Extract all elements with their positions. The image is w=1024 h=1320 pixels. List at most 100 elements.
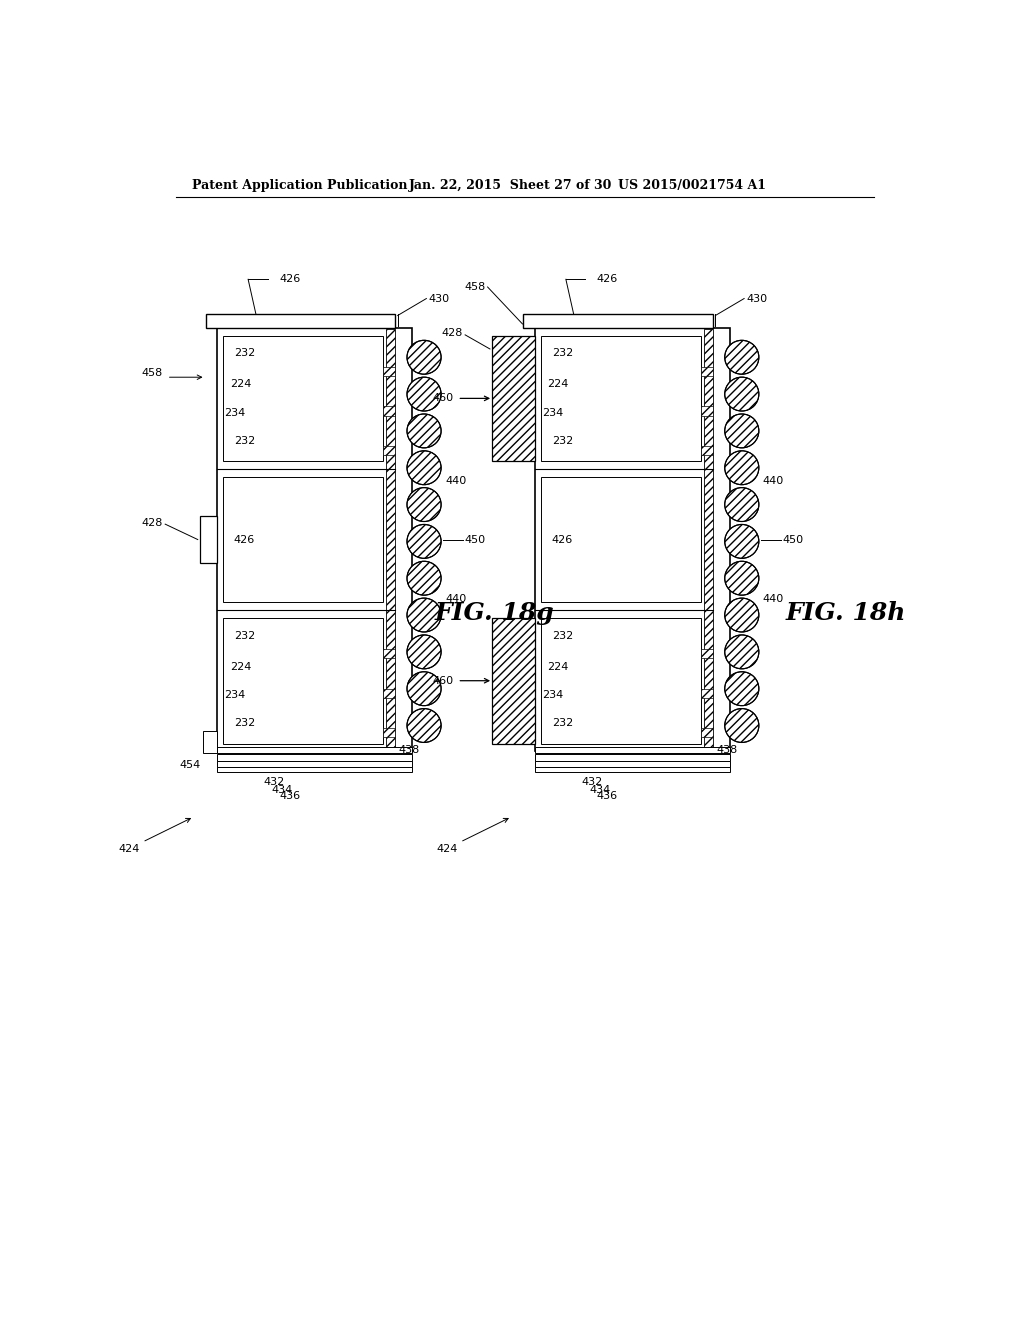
Circle shape — [725, 524, 759, 558]
Bar — [203, 731, 217, 752]
Circle shape — [725, 672, 759, 706]
Text: 432: 432 — [582, 777, 603, 787]
Text: 440: 440 — [445, 594, 466, 603]
Bar — [700, 407, 713, 416]
Bar — [700, 689, 713, 698]
Text: 436: 436 — [280, 791, 300, 801]
Text: 224: 224 — [548, 379, 568, 389]
Text: 426: 426 — [233, 535, 255, 545]
Bar — [535, 755, 730, 760]
Circle shape — [725, 341, 759, 374]
Bar — [383, 446, 395, 455]
Circle shape — [407, 709, 441, 742]
Bar — [223, 335, 383, 461]
Circle shape — [725, 561, 759, 595]
Text: Patent Application Publication: Patent Application Publication — [191, 178, 408, 191]
Text: 430: 430 — [429, 293, 450, 304]
Bar — [493, 335, 535, 461]
Bar — [535, 762, 730, 767]
Bar — [223, 477, 383, 602]
Text: 232: 232 — [234, 436, 256, 446]
Bar — [200, 516, 217, 562]
Bar — [217, 327, 413, 751]
Text: 438: 438 — [716, 744, 737, 755]
Bar — [523, 314, 713, 327]
Circle shape — [725, 487, 759, 521]
Circle shape — [725, 414, 759, 447]
Text: 234: 234 — [542, 408, 563, 417]
Text: 440: 440 — [763, 594, 784, 603]
Text: 224: 224 — [548, 661, 568, 672]
Text: 450: 450 — [464, 535, 485, 545]
Bar — [383, 407, 395, 416]
Text: 434: 434 — [271, 785, 293, 795]
Circle shape — [725, 635, 759, 669]
Text: 426: 426 — [280, 275, 300, 284]
Text: 232: 232 — [552, 718, 573, 729]
Text: 234: 234 — [542, 690, 563, 700]
Circle shape — [407, 341, 441, 374]
Bar — [700, 729, 713, 738]
Bar — [535, 327, 730, 751]
Text: 424: 424 — [436, 818, 508, 854]
Text: 224: 224 — [229, 379, 251, 389]
Bar — [217, 767, 413, 772]
Circle shape — [407, 524, 441, 558]
Circle shape — [725, 709, 759, 742]
Text: 232: 232 — [552, 436, 573, 446]
Circle shape — [725, 598, 759, 632]
Text: 232: 232 — [552, 631, 573, 640]
Text: 438: 438 — [398, 744, 420, 755]
Circle shape — [407, 451, 441, 484]
Text: 234: 234 — [224, 408, 246, 417]
Bar — [223, 618, 383, 743]
Bar — [700, 367, 713, 376]
Bar — [386, 330, 395, 750]
Text: 428: 428 — [441, 329, 463, 338]
Bar — [217, 747, 413, 752]
Text: 426: 426 — [551, 535, 572, 545]
Bar — [700, 649, 713, 659]
Bar — [206, 314, 395, 327]
Text: 454: 454 — [179, 760, 201, 770]
Bar — [383, 649, 395, 659]
Circle shape — [407, 414, 441, 447]
Text: 232: 232 — [234, 348, 256, 358]
Text: 430: 430 — [746, 293, 768, 304]
Text: 440: 440 — [445, 475, 466, 486]
Bar — [541, 335, 700, 461]
Text: 232: 232 — [552, 348, 573, 358]
Text: 460: 460 — [432, 393, 454, 404]
Text: FIG. 18h: FIG. 18h — [786, 601, 906, 624]
Circle shape — [407, 598, 441, 632]
Bar — [535, 767, 730, 772]
Circle shape — [725, 451, 759, 484]
Text: 424: 424 — [118, 818, 190, 854]
Bar — [383, 729, 395, 738]
Circle shape — [407, 378, 441, 411]
Bar — [541, 477, 700, 602]
Bar — [217, 755, 413, 760]
Bar — [703, 330, 713, 750]
Text: 460: 460 — [432, 676, 454, 685]
Text: Jan. 22, 2015  Sheet 27 of 30: Jan. 22, 2015 Sheet 27 of 30 — [409, 178, 612, 191]
Text: 232: 232 — [234, 631, 256, 640]
Bar — [493, 618, 535, 743]
Circle shape — [407, 487, 441, 521]
Circle shape — [407, 635, 441, 669]
Text: 450: 450 — [782, 535, 803, 545]
Text: 232: 232 — [234, 718, 256, 729]
Text: 224: 224 — [229, 661, 251, 672]
Text: 432: 432 — [263, 777, 285, 787]
Bar — [383, 689, 395, 698]
Bar — [700, 446, 713, 455]
Bar — [535, 747, 730, 752]
Text: 234: 234 — [224, 690, 246, 700]
Circle shape — [725, 378, 759, 411]
Text: 436: 436 — [597, 791, 618, 801]
Bar — [217, 762, 413, 767]
Text: 426: 426 — [597, 275, 618, 284]
Text: 458: 458 — [465, 282, 486, 292]
Text: US 2015/0021754 A1: US 2015/0021754 A1 — [617, 178, 766, 191]
Circle shape — [407, 672, 441, 706]
